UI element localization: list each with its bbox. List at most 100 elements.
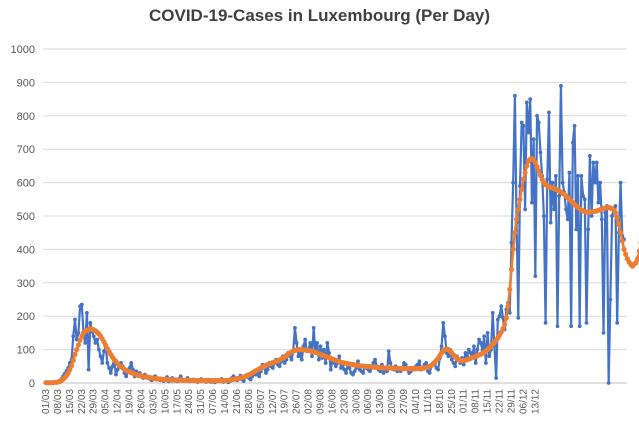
data-point	[241, 379, 246, 383]
x-tick-label: 23/08	[339, 389, 350, 414]
data-point	[441, 320, 446, 325]
data-point	[512, 93, 517, 98]
x-tick-label: 17/05	[172, 389, 183, 414]
x-tick-label: 14/06	[220, 389, 231, 414]
data-point	[344, 371, 348, 375]
data-point	[545, 177, 550, 182]
data-point	[530, 200, 534, 205]
data-point	[75, 342, 81, 348]
data-point	[333, 364, 338, 369]
x-tick-label: 29/11	[506, 389, 517, 414]
data-point	[453, 364, 458, 369]
data-point	[499, 304, 504, 309]
data-point	[73, 317, 77, 322]
data-point	[102, 349, 106, 354]
data-point	[528, 97, 533, 101]
data-point	[495, 317, 500, 322]
data-point	[114, 372, 118, 377]
data-point	[107, 366, 111, 370]
data-point	[310, 354, 314, 359]
data-point	[70, 357, 76, 363]
data-point	[617, 230, 624, 236]
x-tick-label: 15/11	[483, 389, 494, 414]
data-point	[478, 341, 483, 345]
data-point	[505, 303, 511, 309]
data-point	[72, 351, 78, 357]
data-point	[502, 321, 508, 328]
data-point	[265, 367, 270, 372]
data-point	[352, 369, 357, 374]
data-point	[100, 361, 105, 365]
data-point	[351, 372, 355, 377]
data-point	[293, 325, 297, 330]
data-point	[68, 363, 75, 369]
series-2	[43, 155, 639, 386]
data-point	[325, 341, 330, 345]
data-point	[461, 362, 466, 367]
data-point	[477, 337, 481, 342]
data-point	[537, 172, 544, 178]
data-point	[577, 324, 582, 329]
data-point	[534, 163, 540, 170]
data-point	[83, 341, 88, 345]
data-point	[501, 315, 505, 320]
data-point	[515, 206, 521, 212]
data-point	[443, 334, 447, 339]
data-point	[342, 367, 347, 372]
data-point	[311, 325, 316, 330]
data-point	[579, 174, 584, 178]
data-point	[483, 361, 488, 365]
data-point	[511, 180, 516, 185]
data-point	[581, 194, 585, 198]
series-layer	[43, 83, 639, 386]
data-point	[601, 331, 606, 335]
data-point	[509, 240, 514, 245]
data-point	[512, 230, 518, 236]
data-point	[316, 357, 321, 362]
data-point	[507, 286, 513, 293]
y-tick-label: 800	[17, 111, 35, 123]
data-point	[500, 326, 506, 332]
data-point	[473, 361, 478, 365]
data-point	[77, 337, 83, 343]
data-point	[91, 334, 96, 339]
data-point	[487, 354, 492, 359]
data-point	[424, 361, 429, 365]
data-point	[415, 362, 420, 367]
y-tick-label: 1000	[11, 44, 35, 56]
data-point	[598, 180, 603, 185]
data-point	[129, 361, 134, 365]
data-point	[589, 214, 594, 218]
data-point	[526, 130, 531, 135]
data-point	[594, 160, 599, 165]
data-point	[463, 351, 468, 355]
data-point	[436, 367, 441, 372]
data-point	[446, 354, 451, 359]
data-point	[327, 351, 331, 355]
data-point	[277, 364, 282, 369]
x-tick-label: 05/07	[256, 389, 267, 414]
data-point	[636, 248, 639, 254]
data-point	[510, 246, 516, 252]
data-point	[574, 227, 579, 232]
data-point	[86, 367, 91, 372]
data-point	[533, 274, 538, 279]
data-point	[270, 366, 275, 370]
data-point	[282, 361, 287, 365]
series-1	[44, 83, 626, 385]
data-point	[373, 357, 377, 362]
x-tick-label: 02/08	[304, 389, 315, 414]
y-tick-label: 200	[17, 311, 35, 323]
x-tick-label: 03/05	[148, 389, 159, 414]
x-tick-label: 21/06	[232, 389, 243, 414]
series-line	[45, 84, 625, 385]
data-point	[439, 344, 444, 349]
data-point	[74, 347, 80, 353]
data-point	[468, 351, 473, 355]
x-tick-label: 06/09	[363, 389, 374, 414]
data-point	[524, 100, 529, 105]
data-point	[599, 217, 604, 222]
data-point	[553, 174, 558, 178]
